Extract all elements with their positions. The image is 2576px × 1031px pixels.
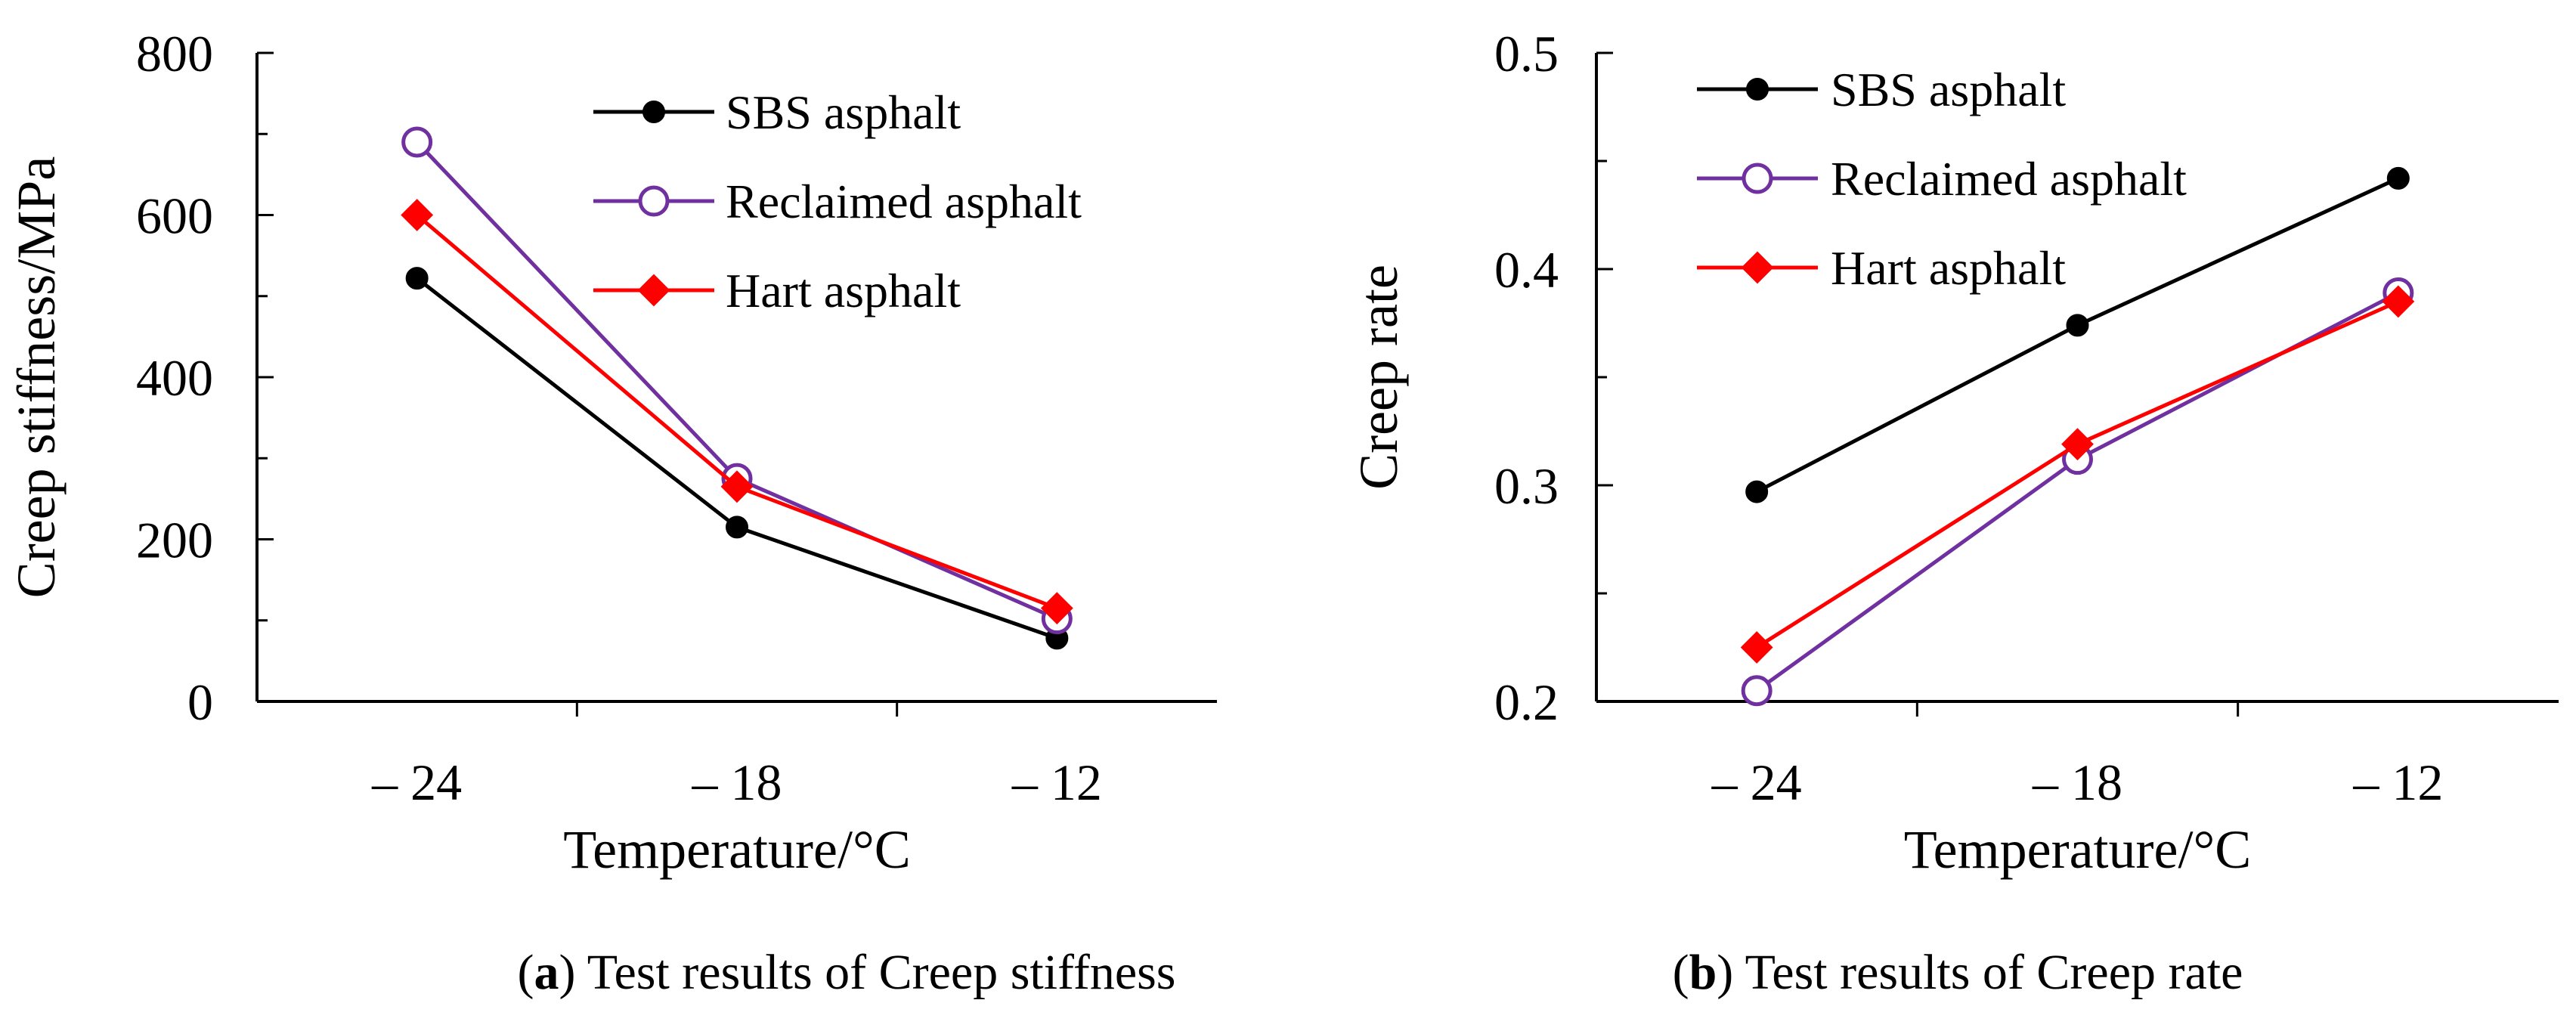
legend-marker-reclaimed-asphalt	[1742, 163, 1773, 194]
y-tick-label: 0.5	[1494, 25, 1559, 82]
legend-marker-reclaimed-asphalt	[638, 185, 670, 217]
series-line-reclaimed-asphalt	[1755, 291, 2399, 692]
series-reclaimed-asphalt	[1741, 277, 2414, 707]
series-hart-asphalt	[1740, 285, 2415, 664]
data-point-reclaimed-asphalt	[401, 126, 433, 158]
data-point-hart-asphalt	[2061, 428, 2094, 461]
svg-text:(a) Test results of Creep stif: (a) Test results of Creep stiffness	[518, 945, 1176, 1000]
legend: SBS asphalt Reclaimed asphalt Hart asphalt	[1697, 63, 2187, 295]
x-axis-label: Temperature/°C	[1904, 819, 2252, 880]
legend-marker-sbs-asphalt	[1746, 78, 1769, 101]
caption-a-open: (	[518, 945, 534, 1000]
x-tick-label: – 18	[692, 754, 782, 811]
y-tick-label: 0	[187, 673, 213, 731]
y-tick-label: 200	[136, 512, 213, 569]
legend-label-sbs-asphalt: SBS asphalt	[1831, 63, 2066, 116]
caption-a: (a) Test results of Creep stiffness	[518, 945, 1176, 1000]
svg-text:(b) Test results of Creep rate: (b) Test results of Creep rate	[1673, 945, 2243, 1000]
legend-label-reclaimed-asphalt: Reclaimed asphalt	[726, 175, 1082, 228]
y-tick-label: 0.3	[1494, 457, 1559, 515]
caption-b-text: ) Test results of Creep rate	[1717, 945, 2243, 1000]
x-tick-label: – 18	[2032, 754, 2122, 811]
y-tick-label: 0.4	[1494, 241, 1559, 299]
data-point-hart-asphalt	[2382, 285, 2415, 318]
caption-b: (b) Test results of Creep rate	[1673, 945, 2243, 1000]
legend-label-hart-asphalt: Hart asphalt	[726, 264, 961, 317]
legend-label-hart-asphalt: Hart asphalt	[1831, 241, 2066, 295]
data-point-sbs-asphalt	[405, 267, 429, 290]
data-point-sbs-asphalt	[2066, 314, 2089, 337]
y-tick-label: 600	[136, 187, 213, 245]
data-point-reclaimed-asphalt	[1741, 675, 1773, 707]
legend-marker-hart-asphalt	[637, 274, 670, 307]
data-point-sbs-asphalt	[1745, 480, 1769, 503]
y-tick-label: 0.2	[1494, 673, 1559, 731]
x-axis-label: Temperature/°C	[563, 819, 911, 880]
data-point-hart-asphalt	[720, 470, 754, 503]
data-point-hart-asphalt	[1040, 592, 1073, 625]
chart-creep-rate: 0.2 0.3 0.4 0.5 – 24 – 18 – 12 Temperature/°C Cr…	[1348, 25, 2559, 880]
data-point-hart-asphalt	[1740, 631, 1773, 664]
chart-creep-stiffness: 0 200 400 600 800 – 24 – 18 – 12 Temperature/°C C…	[6, 25, 1217, 880]
y-axis-label: Creep stiffness/MPa	[6, 156, 67, 599]
legend-label-reclaimed-asphalt: Reclaimed asphalt	[1831, 152, 2187, 206]
y-tick-label: 400	[136, 349, 213, 407]
data-point-hart-asphalt	[401, 199, 434, 231]
data-point-sbs-asphalt	[726, 516, 748, 539]
legend-marker-hart-asphalt	[1741, 251, 1774, 284]
y-tick-label: 800	[136, 25, 213, 82]
series-sbs-asphalt	[1745, 166, 2410, 503]
series-hart-asphalt	[401, 199, 1073, 625]
caption-b-open: (	[1673, 945, 1689, 1000]
legend-label-sbs-asphalt: SBS asphalt	[726, 85, 961, 139]
x-tick-label: – 12	[1011, 754, 1102, 811]
caption-a-letter: a	[534, 945, 559, 1000]
x-tick-label: – 12	[2352, 754, 2443, 811]
caption-a-text: ) Test results of Creep stiffness	[559, 945, 1176, 1000]
y-axis-label: Creep rate	[1348, 265, 1409, 490]
x-tick-label: – 24	[1711, 754, 1802, 811]
legend: SBS asphalt Reclaimed asphalt Hart asphalt	[593, 85, 1082, 317]
x-tick-label: – 24	[371, 754, 462, 811]
series-sbs-asphalt	[405, 267, 1069, 650]
series-line-sbs-asphalt	[416, 277, 1058, 640]
data-point-sbs-asphalt	[2386, 166, 2410, 190]
caption-b-letter: b	[1689, 945, 1717, 1000]
legend-marker-sbs-asphalt	[642, 101, 665, 123]
